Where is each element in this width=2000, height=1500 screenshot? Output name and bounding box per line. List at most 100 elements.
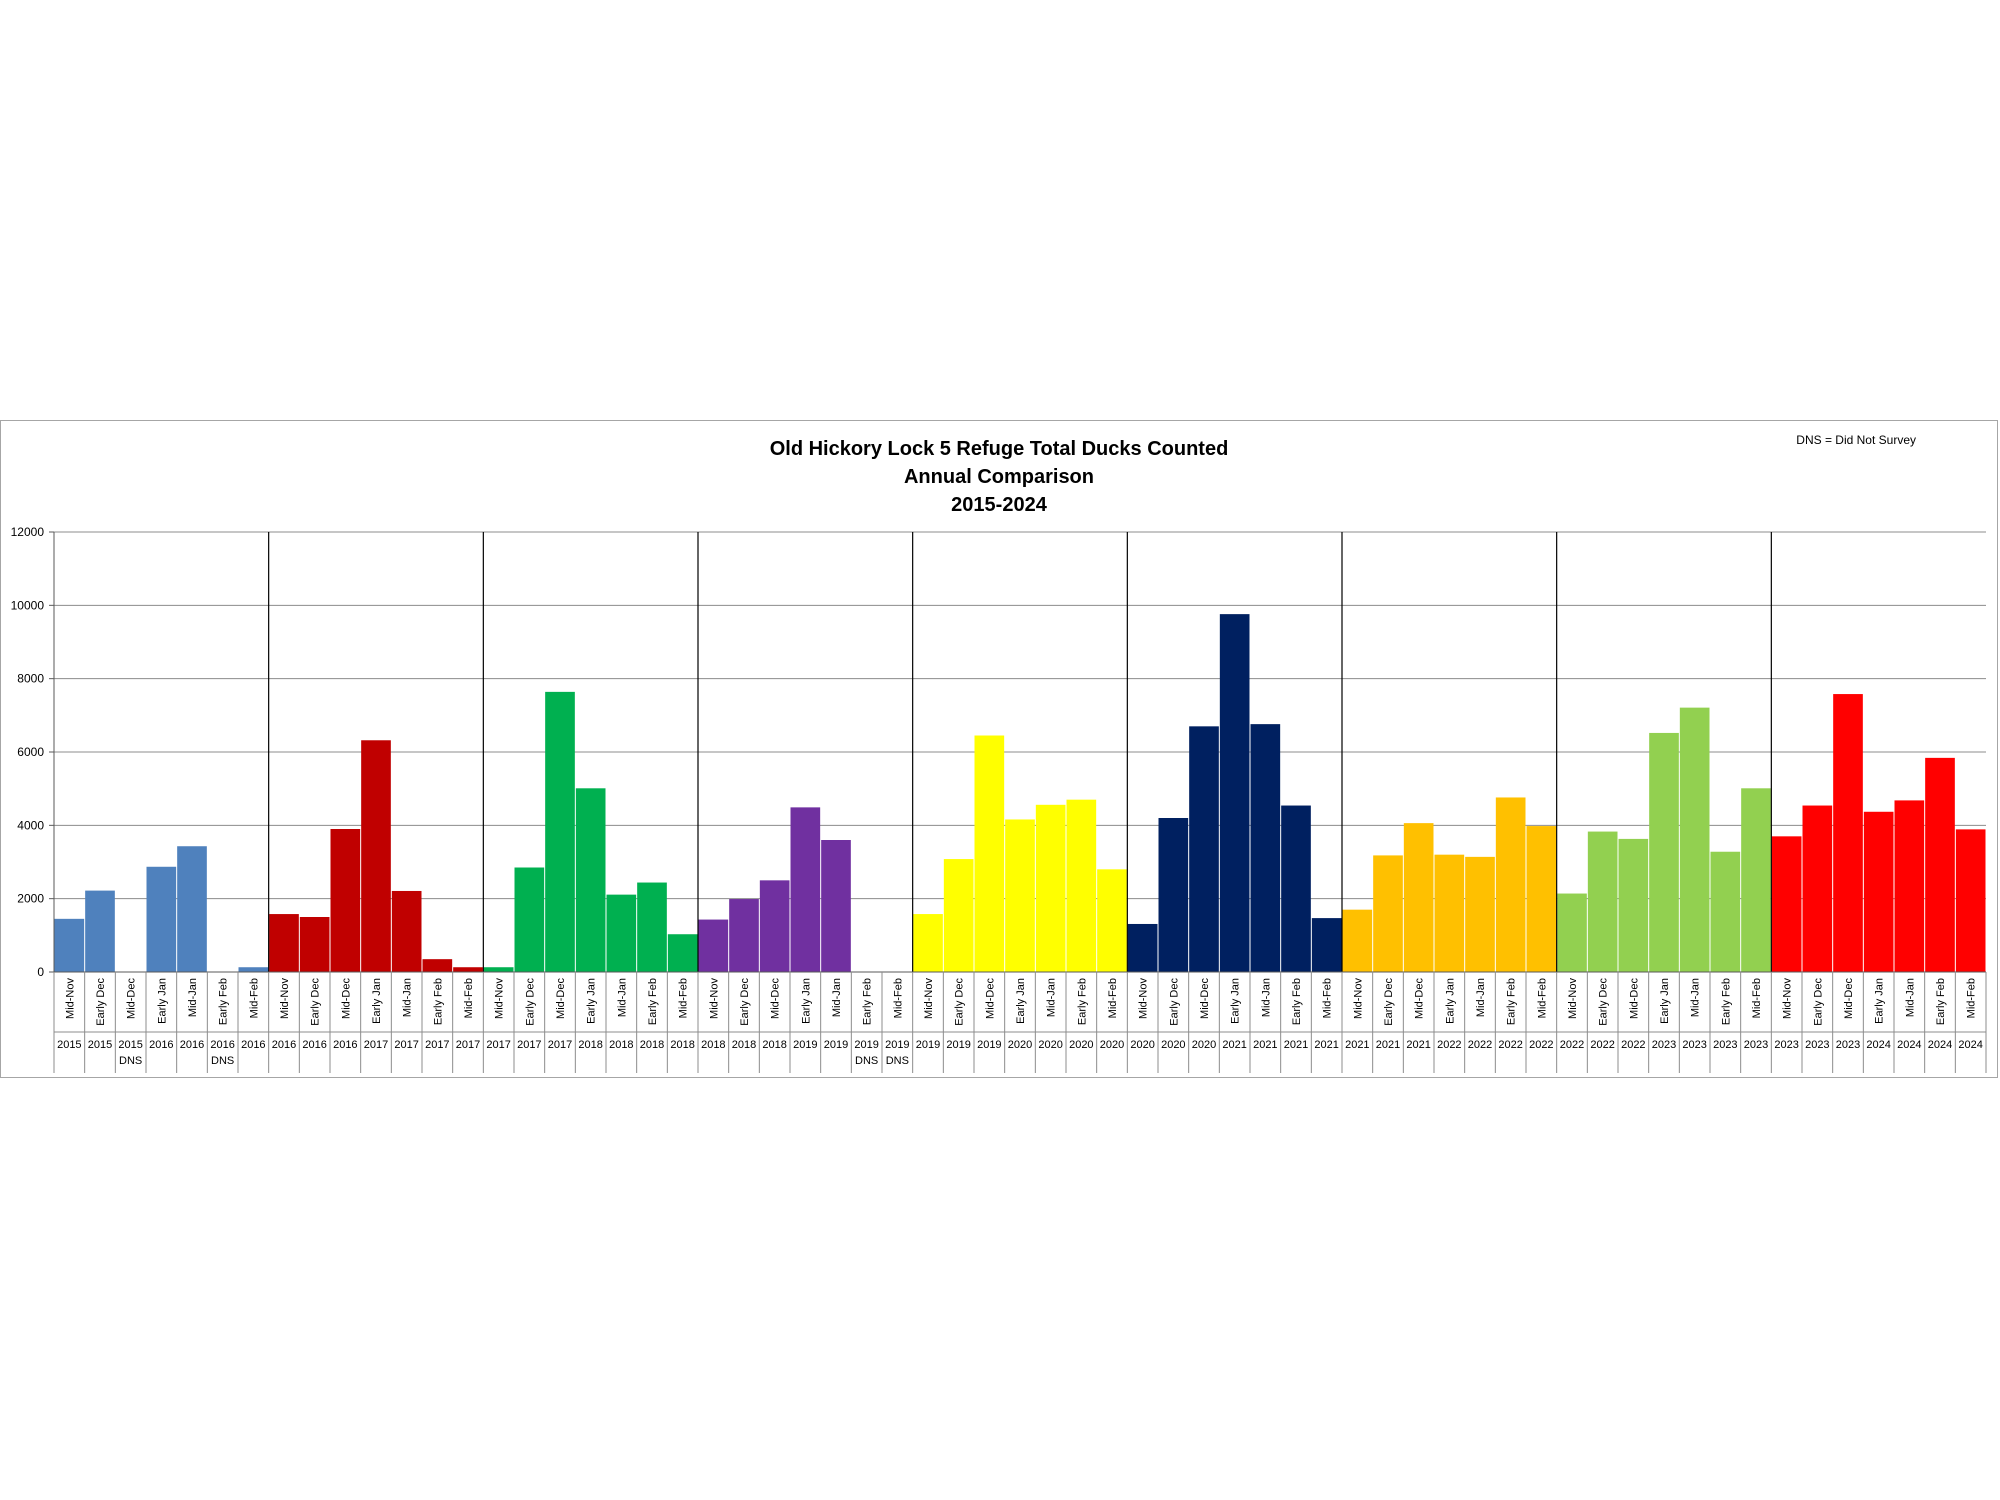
year-label: 2015 [118, 1039, 142, 1051]
year-label: 2017 [364, 1039, 388, 1051]
year-label: 2018 [670, 1039, 694, 1051]
bar [913, 914, 943, 972]
dns-label: DNS [855, 1055, 878, 1067]
year-label: 2022 [1468, 1039, 1492, 1051]
category-label: Mid-Jan [1690, 978, 1702, 1017]
year-label: 2023 [1774, 1039, 1798, 1051]
year-label: 2018 [578, 1039, 602, 1051]
bar [1557, 893, 1587, 972]
y-tick-label: 6000 [17, 745, 44, 759]
bar [514, 867, 545, 972]
bar [974, 735, 1005, 972]
year-label: 2020 [1192, 1039, 1216, 1051]
year-label: 2023 [1652, 1039, 1676, 1051]
year-label: 2019 [793, 1039, 817, 1051]
year-label: 2021 [1253, 1039, 1277, 1051]
category-label: Early Feb [1291, 978, 1303, 1025]
category-label: Mid-Feb [1322, 978, 1334, 1018]
year-label: 2022 [1437, 1039, 1461, 1051]
bar [361, 740, 391, 972]
category-label: Mid-Nov [708, 978, 720, 1019]
year-label: 2021 [1284, 1039, 1308, 1051]
category-labels: Mid-Nov 2015 Early Dec 2015 Mid-Dec 2015 DNS Ea… [57, 978, 1983, 1067]
category-label: Early Jan [371, 978, 383, 1024]
category-label: Early Feb [218, 978, 230, 1025]
category-label: Mid-Dec [555, 978, 567, 1019]
year-label: 2017 [425, 1039, 449, 1051]
year-label: 2016 [333, 1039, 357, 1051]
category-label: Mid-Dec [340, 978, 352, 1019]
category-label: Early Jan [1874, 978, 1886, 1024]
year-label: 2022 [1498, 1039, 1522, 1051]
category-label: Early Jan [156, 978, 168, 1024]
bar [698, 919, 729, 972]
year-label: 2019 [946, 1039, 970, 1051]
category-label: Mid-Feb [1751, 978, 1763, 1018]
bar [1403, 823, 1434, 972]
year-label: 2024 [1866, 1039, 1890, 1051]
bar [1802, 805, 1833, 972]
bar [606, 894, 637, 972]
year-label: 2023 [1836, 1039, 1860, 1051]
y-tick-label: 10000 [11, 598, 45, 612]
bar [1219, 614, 1250, 972]
bar [790, 807, 821, 972]
year-label: 2024 [1897, 1039, 1921, 1051]
dns-label: DNS [211, 1055, 234, 1067]
year-label: 2020 [1038, 1039, 1062, 1051]
bar [729, 899, 759, 972]
bar [1311, 918, 1342, 972]
year-label: 2021 [1222, 1039, 1246, 1051]
bar [1495, 797, 1526, 972]
year-label: 2018 [762, 1039, 786, 1051]
year-label: 2019 [824, 1039, 848, 1051]
bar [422, 959, 453, 972]
year-label: 2016 [149, 1039, 173, 1051]
category-label: Early Jan [800, 978, 812, 1024]
bar [391, 890, 422, 972]
bar [1894, 800, 1925, 972]
year-label: 2022 [1590, 1039, 1614, 1051]
bar [299, 917, 330, 972]
chart-title-line-2: Annual Comparison [904, 466, 1094, 488]
bar [1649, 732, 1679, 972]
y-tick-label: 2000 [17, 892, 44, 906]
y-tick-label: 12000 [11, 525, 45, 539]
bar [1925, 757, 1955, 972]
year-label: 2020 [1161, 1039, 1185, 1051]
y-tick-label: 8000 [17, 672, 44, 686]
bar [1679, 707, 1710, 972]
category-label: Mid-Feb [1107, 978, 1119, 1018]
category-label: Mid-Jan [831, 978, 843, 1017]
bar [667, 934, 698, 972]
bar [1250, 724, 1281, 972]
category-label: Early Dec [95, 978, 107, 1026]
bar [1434, 854, 1465, 972]
category-label: Mid-Nov [279, 978, 291, 1019]
chart-title-line-1: Old Hickory Lock 5 Refuge Total Ducks Co… [770, 438, 1229, 460]
year-label: 2019 [885, 1039, 909, 1051]
year-label: 2016 [302, 1039, 326, 1051]
bar [943, 859, 974, 972]
dns-label: DNS [119, 1055, 142, 1067]
year-label: 2021 [1406, 1039, 1430, 1051]
year-label: 2017 [486, 1039, 510, 1051]
bar [545, 691, 575, 972]
category-label: Mid-Feb [463, 978, 475, 1018]
category-label: Mid-Feb [248, 978, 260, 1018]
category-label: Early Dec [739, 978, 751, 1026]
year-label: 2019 [916, 1039, 940, 1051]
bar [1097, 869, 1127, 972]
bar [1342, 909, 1373, 972]
year-label: 2020 [1069, 1039, 1093, 1051]
bar [1710, 851, 1741, 972]
bar [269, 914, 299, 972]
year-label: 2016 [241, 1039, 265, 1051]
bars-layer [54, 614, 1986, 972]
category-label: Early Feb [432, 978, 444, 1025]
category-label: Early Dec [524, 978, 536, 1026]
category-label: Mid-Dec [1414, 978, 1426, 1019]
bar [821, 840, 851, 972]
category-label: Early Dec [1168, 978, 1180, 1026]
bar [1833, 694, 1863, 972]
